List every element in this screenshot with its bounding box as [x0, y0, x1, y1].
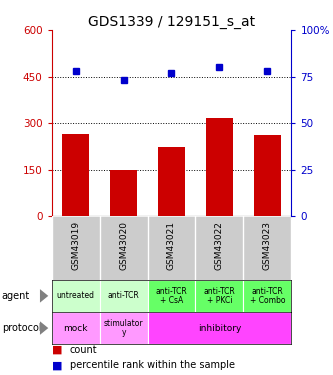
Text: GSM43023: GSM43023 — [263, 221, 272, 270]
Bar — [206, 117, 233, 216]
Bar — [158, 147, 185, 216]
Text: ■: ■ — [52, 345, 62, 355]
Bar — [100, 312, 148, 344]
Text: untreated: untreated — [57, 291, 95, 300]
Text: protocol: protocol — [2, 323, 41, 333]
Title: GDS1339 / 129151_s_at: GDS1339 / 129151_s_at — [88, 15, 255, 29]
Text: agent: agent — [2, 291, 30, 301]
Text: anti-TCR: anti-TCR — [108, 291, 140, 300]
Text: count: count — [70, 345, 98, 355]
Text: anti-TCR
+ PKCi: anti-TCR + PKCi — [203, 286, 235, 305]
Bar — [195, 280, 243, 312]
Text: inhibitory: inhibitory — [198, 324, 241, 333]
Text: GSM43022: GSM43022 — [215, 221, 224, 270]
Bar — [110, 170, 137, 216]
Bar — [148, 312, 291, 344]
Bar — [100, 280, 148, 312]
Text: percentile rank within the sample: percentile rank within the sample — [70, 360, 235, 370]
Bar — [52, 312, 100, 344]
Text: ■: ■ — [52, 360, 62, 370]
Text: GSM43020: GSM43020 — [119, 221, 128, 270]
Text: stimulator
y: stimulator y — [104, 319, 143, 337]
Bar — [52, 280, 100, 312]
Text: anti-TCR
+ CsA: anti-TCR + CsA — [156, 286, 187, 305]
Bar — [254, 135, 281, 216]
Text: GSM43021: GSM43021 — [167, 221, 176, 270]
Bar — [148, 280, 195, 312]
Bar — [62, 134, 89, 216]
Text: anti-TCR
+ Combo: anti-TCR + Combo — [250, 286, 285, 305]
Text: mock: mock — [63, 324, 88, 333]
Bar — [243, 280, 291, 312]
Text: GSM43019: GSM43019 — [71, 221, 80, 270]
